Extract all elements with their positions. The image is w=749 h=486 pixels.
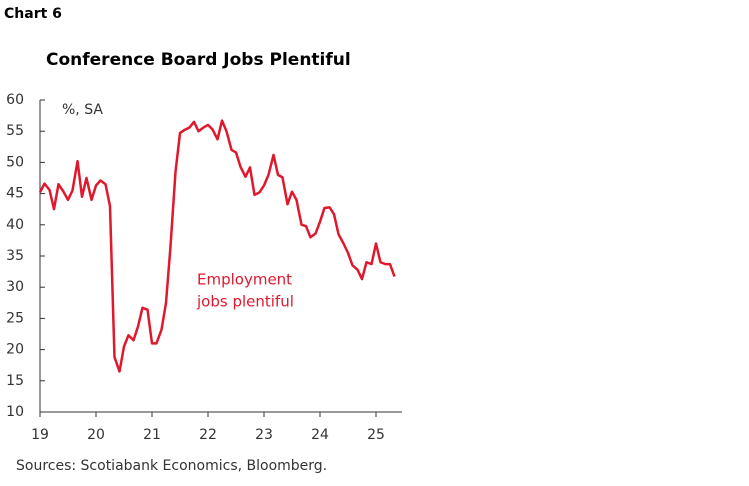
chart-label: Chart 6 [4,6,62,22]
x-tick-label: 24 [311,427,329,443]
y-tick-label: 55 [6,123,24,139]
annotation: Employment [197,271,292,289]
y-tick-label: 35 [6,248,24,264]
unit-note: %, SA [62,102,103,118]
y-tick-label: 20 [6,342,24,358]
y-tick-label: 30 [6,279,24,295]
y-tick-label: 50 [6,154,24,170]
x-tick-label: 20 [87,427,105,443]
annotation: jobs plentiful [196,293,294,311]
chart-title: Conference Board Jobs Plentiful [46,50,351,70]
y-tick-label: 15 [6,373,24,389]
data-line [38,119,396,373]
x-tick-label: 25 [367,427,385,443]
x-tick-label: 23 [255,427,273,443]
y-tick-label: 10 [6,404,24,420]
y-tick-label: 45 [6,186,24,202]
x-tick-label: 22 [199,427,217,443]
x-tick-label: 19 [31,427,49,443]
y-tick-label: 60 [6,92,24,108]
y-tick-label: 25 [6,310,24,326]
source: Sources: Scotiabank Economics, Bloomberg… [16,458,327,474]
x-tick-label: 21 [143,427,161,443]
y-tick-label: 40 [6,217,24,233]
